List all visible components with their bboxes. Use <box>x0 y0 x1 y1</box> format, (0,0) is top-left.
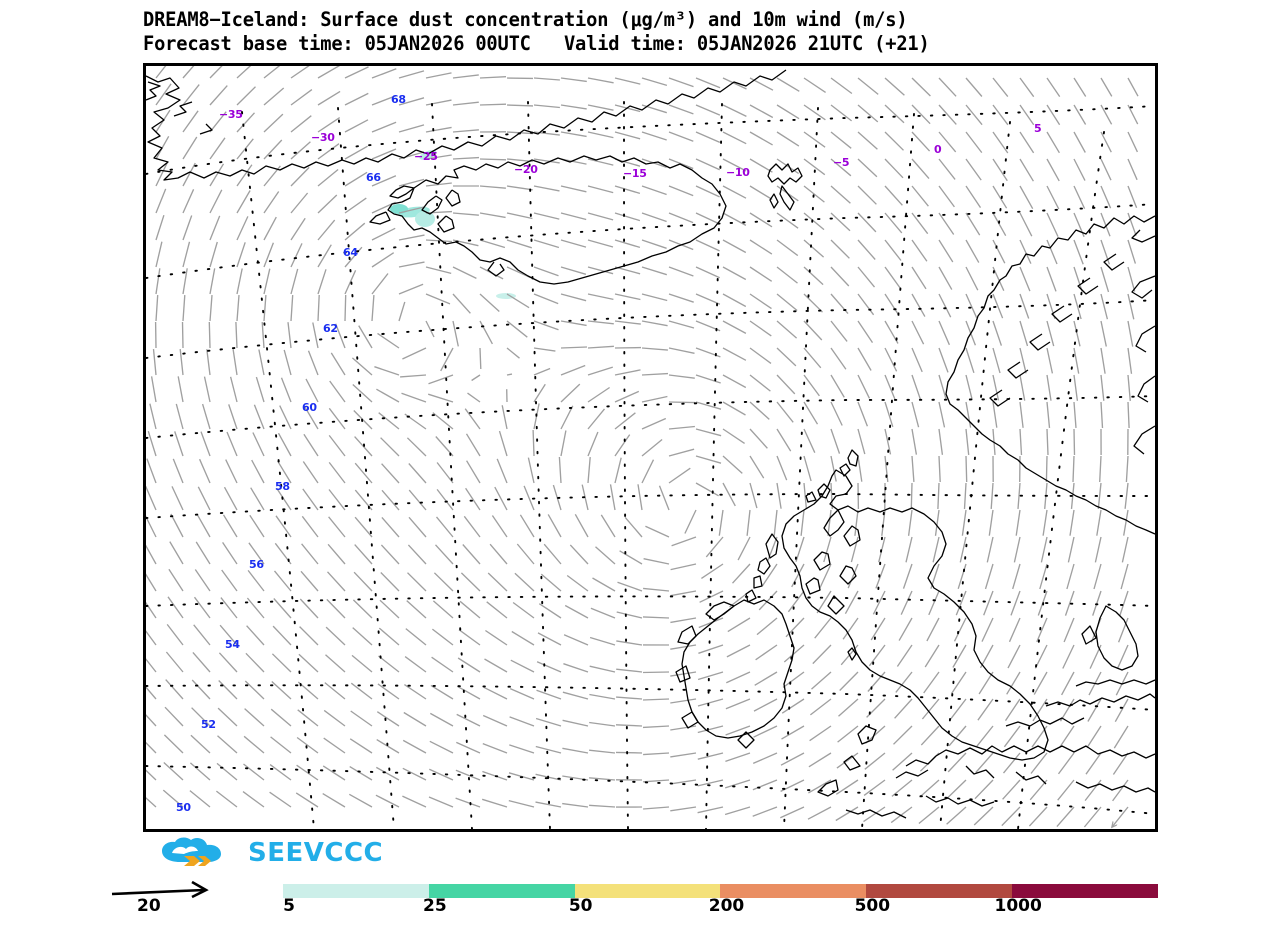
longitude-label: −25 <box>414 150 438 163</box>
longitude-label: −35 <box>219 108 243 121</box>
chevron-arrow-icon <box>184 856 211 866</box>
latitude-label: 66 <box>366 171 381 184</box>
colorbar-segment <box>283 884 429 898</box>
colorbar-segment <box>720 884 867 898</box>
colorbar-segment <box>574 884 721 898</box>
chart-title-block: DREAM8−Iceland: Surface dust concentrati… <box>143 8 1278 56</box>
colorbar-segment <box>1012 884 1158 898</box>
latitude-label: 68 <box>391 93 406 106</box>
longitude-label: 5 <box>1034 122 1042 135</box>
colorbar-segment <box>866 884 1013 898</box>
longitude-label: −20 <box>514 163 538 176</box>
colorbar-tick: 50 <box>568 896 593 916</box>
colorbar-tick: 1000 <box>994 896 1042 916</box>
seevccc-logo-text: SEEVCCC <box>248 838 384 868</box>
latitude-label: 52 <box>201 718 216 731</box>
colorbar-tick: 500 <box>854 896 891 916</box>
colorbar-tick: 25 <box>422 896 447 916</box>
longitude-label: −5 <box>833 156 850 169</box>
latitude-label: 54 <box>225 638 240 651</box>
latitude-label: 50 <box>176 801 191 814</box>
colorbar-tick: 5 <box>283 896 295 916</box>
title-line-1: DREAM8−Iceland: Surface dust concentrati… <box>143 8 908 31</box>
latitude-label: 62 <box>323 322 338 335</box>
colorbar-tick: 200 <box>708 896 745 916</box>
map-canvas <box>146 66 1155 829</box>
longitude-label: −10 <box>726 166 750 179</box>
longitude-label: −30 <box>311 131 335 144</box>
map-panel[interactable]: 68 66 64 62 60 58 56 54 52 50 −35 −30 −25 −20 −15 −10 −5… <box>143 63 1158 832</box>
wind-scale-arrow <box>111 880 209 899</box>
cloud-icon <box>162 837 221 862</box>
seevccc-logo[interactable] <box>158 836 358 872</box>
longitude-label: −15 <box>623 167 647 180</box>
title-line-2: Forecast base time: 05JAN2026 00UTC Vali… <box>143 32 930 55</box>
colorbar-segment <box>428 884 575 898</box>
wind-scale-value: 20 <box>137 896 161 916</box>
longitude-label: 0 <box>934 143 942 156</box>
dust-concentration-colorbar <box>283 884 1158 898</box>
graticule-gridlines <box>146 101 1155 829</box>
latitude-label: 56 <box>249 558 264 571</box>
latitude-label: 64 <box>343 246 358 259</box>
latitude-label: 58 <box>275 480 290 493</box>
latitude-label: 60 <box>302 401 317 414</box>
coastline-layer <box>146 69 1155 819</box>
wind-vector-field <box>146 66 1139 827</box>
